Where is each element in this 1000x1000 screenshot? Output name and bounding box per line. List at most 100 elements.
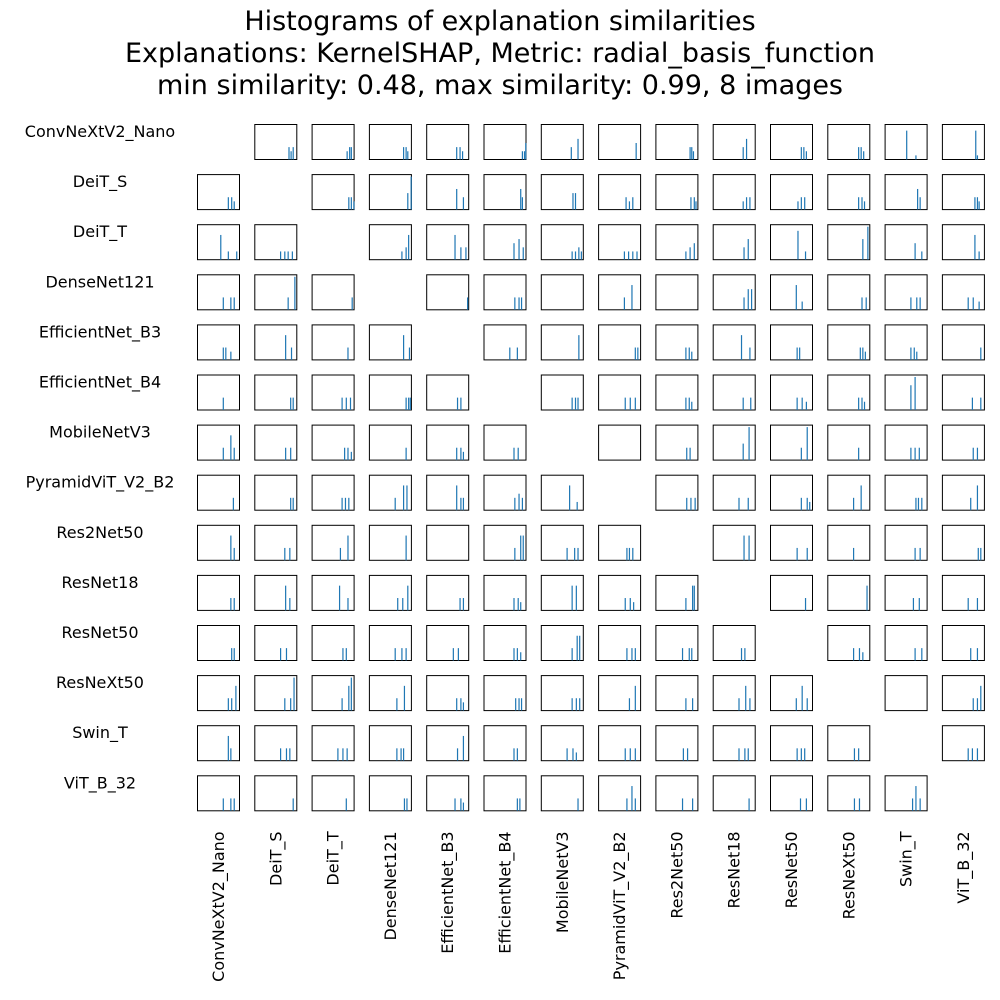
histogram-bar (230, 798, 232, 811)
histogram-bar (906, 130, 908, 160)
histogram-bar (806, 497, 808, 511)
histogram-bar (692, 151, 695, 160)
histogram-bar (227, 735, 229, 761)
histogram-bar (516, 648, 518, 661)
histogram-bar (401, 251, 403, 260)
histogram-bar (347, 535, 349, 561)
histogram-bar (345, 397, 347, 410)
histogram-bar (853, 648, 855, 661)
histogram-frame (712, 725, 756, 762)
histogram-bar (628, 547, 631, 561)
histogram-DenseNet121-vs-Res2Net50 (655, 274, 699, 311)
histogram-frame (712, 224, 756, 261)
histogram-EfficientNet_B3-vs-MobileNetV3 (540, 324, 584, 361)
histogram-bar (518, 493, 520, 511)
col-label-ResNeXt50: ResNeXt50 (839, 831, 858, 919)
histogram-frame (540, 474, 584, 511)
histogram-EfficientNet_B3-vs-Res2Net50 (655, 324, 699, 361)
histogram-EfficientNet_B3-vs-ResNet18 (712, 324, 756, 361)
histogram-bar (685, 251, 687, 260)
histogram-bar (860, 485, 862, 511)
histogram-bar (230, 297, 232, 310)
histogram-ViT_B_32-vs-Res2Net50 (655, 775, 699, 812)
histogram-ViT_B_32-vs-Swin_T (884, 775, 928, 812)
histogram-frame (827, 524, 871, 561)
histogram-bar (348, 685, 350, 711)
histogram-bar (800, 497, 802, 511)
histogram-frame (368, 224, 412, 261)
histogram-frame (884, 274, 928, 311)
histogram-ResNet50-vs-EfficientNet_B4 (483, 625, 527, 661)
histogram-ConvNeXtV2_Nano-vs-PyramidViT_V2_B2 (598, 124, 642, 160)
histogram-frame (598, 224, 642, 261)
histogram-bar (345, 648, 347, 661)
histogram-bar (634, 347, 636, 360)
histogram-bar (338, 585, 341, 611)
histogram-bar (977, 547, 979, 561)
histogram-bar (797, 201, 799, 210)
row-label-ResNeXt50: ResNeXt50 (56, 673, 144, 692)
histogram-bar (405, 447, 407, 461)
histogram-ViT_B_32-vs-PyramidViT_V2_B2 (598, 775, 642, 812)
histogram-ResNet50-vs-Res2Net50 (655, 625, 699, 661)
histogram-bar (623, 251, 625, 260)
histogram-DenseNet121-vs-DeiT_T (311, 274, 355, 311)
histogram-bar (572, 193, 574, 210)
histogram-frame (598, 324, 642, 361)
histogram-bar (804, 748, 806, 761)
histogram-bar (230, 598, 232, 611)
histogram-bar (800, 748, 802, 761)
histogram-bar (230, 351, 232, 360)
histogram-ConvNeXtV2_Nano-vs-DeiT_S (254, 124, 298, 160)
histogram-bar (520, 535, 522, 561)
histogram-bar (405, 535, 407, 561)
histogram-frame (770, 124, 813, 160)
histogram-bar (284, 547, 286, 561)
histogram-ResNeXt50-vs-ConvNeXtV2_Nano (197, 675, 240, 712)
histogram-ViT_B_32-vs-ResNeXt50 (827, 775, 871, 812)
histogram-frame (770, 775, 813, 812)
histogram-frame (827, 274, 871, 311)
histogram-bar (290, 698, 292, 711)
histogram-MobileNetV3-vs-PyramidViT_V2_B2 (598, 424, 642, 461)
histogram-bar (513, 748, 515, 761)
histogram-bar (285, 585, 287, 611)
histogram-bar (571, 648, 573, 661)
histogram-bar (911, 798, 914, 811)
histogram-ResNet18-vs-ViT_B_32 (941, 574, 985, 611)
histogram-DeiT_S-vs-Res2Net50 (655, 174, 699, 211)
histogram-bar (749, 197, 751, 210)
histogram-bar (688, 397, 690, 410)
histogram-Swin_T-vs-DeiT_S (254, 725, 298, 762)
histogram-frame (655, 274, 699, 311)
histogram-EfficientNet_B4-vs-Swin_T (884, 374, 928, 411)
histogram-ConvNeXtV2_Nano-vs-ResNet50 (770, 124, 813, 160)
histogram-frame (598, 374, 642, 411)
histogram-bar (521, 497, 523, 511)
histogram-frame (712, 324, 756, 361)
histogram-bar (682, 748, 684, 761)
histogram-bar (517, 598, 519, 611)
histogram-frame (770, 725, 813, 762)
histogram-DeiT_T-vs-ConvNeXtV2_Nano (197, 224, 240, 261)
histogram-frame (712, 474, 756, 511)
histogram-frame (712, 374, 756, 411)
histogram-EfficientNet_B4-vs-DeiT_S (254, 374, 298, 411)
histogram-bar (347, 598, 349, 611)
histogram-bar (222, 447, 224, 461)
histogram-bar (858, 147, 860, 160)
histogram-frame (540, 524, 584, 561)
histogram-ConvNeXtV2_Nano-vs-ResNet18 (712, 124, 756, 160)
histogram-bar (280, 251, 282, 260)
histogram-bar (231, 648, 233, 661)
histogram-bar (916, 297, 918, 310)
histogram-ConvNeXtV2_Nano-vs-DeiT_T (311, 124, 355, 160)
histogram-bar (747, 289, 749, 310)
histogram-frame (254, 424, 298, 461)
histogram-frame (311, 725, 355, 762)
histogram-frame (483, 775, 527, 812)
histogram-ViT_B_32-vs-DeiT_S (254, 775, 298, 812)
histogram-frame (311, 424, 355, 461)
histogram-frame (254, 374, 298, 411)
histogram-bar (230, 748, 232, 761)
